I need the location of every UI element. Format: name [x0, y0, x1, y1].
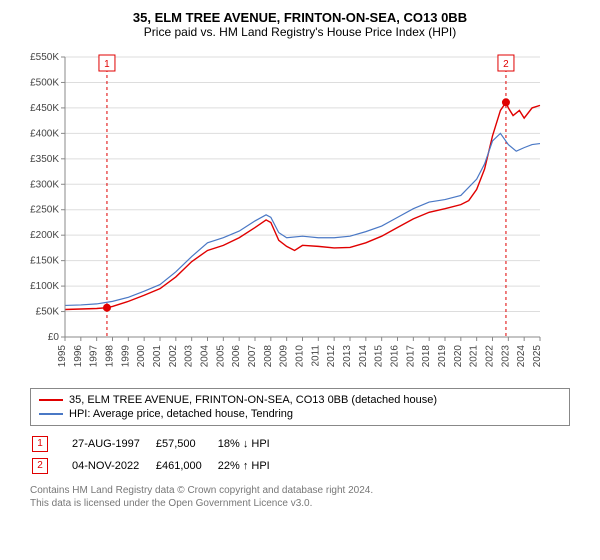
- svg-text:£50K: £50K: [36, 307, 60, 318]
- line-chart-svg: 1 2 £0 £50K £100K £150K £200K £250K £300K £350K £4…: [10, 47, 570, 382]
- svg-text:1997: 1997: [89, 345, 100, 368]
- svg-text:£350K: £350K: [30, 154, 59, 165]
- svg-text:2023: 2023: [500, 345, 511, 368]
- svg-text:£150K: £150K: [30, 256, 59, 267]
- marker-number-box: 2: [32, 458, 48, 474]
- svg-text:£250K: £250K: [30, 205, 59, 216]
- svg-text:2001: 2001: [152, 345, 163, 368]
- svg-text:1: 1: [104, 59, 110, 70]
- legend-item: 35, ELM TREE AVENUE, FRINTON-ON-SEA, CO1…: [39, 393, 561, 407]
- svg-text:2000: 2000: [136, 345, 147, 368]
- footer-line1: Contains HM Land Registry data © Crown c…: [30, 484, 570, 497]
- svg-text:1995: 1995: [57, 345, 68, 368]
- svg-text:2018: 2018: [421, 345, 432, 368]
- svg-text:2013: 2013: [342, 345, 353, 368]
- svg-text:2024: 2024: [516, 345, 527, 368]
- marker-number-box: 1: [32, 436, 48, 452]
- svg-text:2011: 2011: [310, 345, 321, 367]
- legend-item: HPI: Average price, detached house, Tend…: [39, 407, 561, 421]
- footer-attribution: Contains HM Land Registry data © Crown c…: [30, 484, 570, 510]
- table-row: 1 27-AUG-1997£57,50018% ↓ HPI: [32, 434, 284, 454]
- marker-price: £57,500: [156, 434, 216, 454]
- svg-text:2002: 2002: [168, 345, 179, 368]
- svg-text:2016: 2016: [390, 345, 401, 368]
- svg-text:2008: 2008: [263, 345, 274, 368]
- chart-subtitle: Price paid vs. HM Land Registry's House …: [10, 25, 590, 39]
- marker-delta: 22% ↑ HPI: [218, 456, 284, 476]
- svg-text:2021: 2021: [469, 345, 480, 368]
- legend: 35, ELM TREE AVENUE, FRINTON-ON-SEA, CO1…: [30, 388, 570, 426]
- svg-text:1999: 1999: [120, 345, 131, 368]
- svg-text:2: 2: [503, 59, 509, 70]
- svg-text:2005: 2005: [215, 345, 226, 368]
- svg-text:2025: 2025: [532, 345, 543, 368]
- chart-title: 35, ELM TREE AVENUE, FRINTON-ON-SEA, CO1…: [10, 10, 590, 25]
- chart-area: 1 2 £0 £50K £100K £150K £200K £250K £300K £350K £4…: [10, 47, 590, 382]
- svg-text:2020: 2020: [453, 345, 464, 368]
- svg-text:2012: 2012: [326, 345, 337, 368]
- svg-text:£300K: £300K: [30, 179, 59, 190]
- marker-date: 27-AUG-1997: [72, 434, 154, 454]
- svg-text:2004: 2004: [200, 345, 211, 368]
- svg-text:£550K: £550K: [30, 52, 59, 63]
- svg-text:2015: 2015: [374, 345, 385, 368]
- svg-text:2014: 2014: [358, 345, 369, 368]
- svg-text:2017: 2017: [405, 345, 416, 368]
- footer-line2: This data is licensed under the Open Gov…: [30, 497, 570, 510]
- svg-text:2009: 2009: [279, 345, 290, 368]
- marker-price: £461,000: [156, 456, 216, 476]
- svg-text:£500K: £500K: [30, 77, 59, 88]
- svg-text:2022: 2022: [485, 345, 496, 368]
- svg-text:2010: 2010: [295, 345, 306, 368]
- svg-text:1996: 1996: [73, 345, 84, 368]
- marker-delta: 18% ↓ HPI: [218, 434, 284, 454]
- marker-table: 1 27-AUG-1997£57,50018% ↓ HPI 2 04-NOV-2022…: [30, 432, 286, 478]
- legend-label: 35, ELM TREE AVENUE, FRINTON-ON-SEA, CO1…: [69, 394, 437, 406]
- svg-text:2006: 2006: [231, 345, 242, 368]
- svg-text:£400K: £400K: [30, 128, 59, 139]
- svg-text:£200K: £200K: [30, 230, 59, 241]
- svg-text:£450K: £450K: [30, 103, 59, 114]
- svg-text:1998: 1998: [105, 345, 116, 368]
- table-row: 2 04-NOV-2022£461,00022% ↑ HPI: [32, 456, 284, 476]
- legend-label: HPI: Average price, detached house, Tend…: [69, 408, 293, 420]
- svg-text:2007: 2007: [247, 345, 258, 368]
- svg-text:2003: 2003: [184, 345, 195, 368]
- legend-swatch: [39, 399, 63, 401]
- legend-swatch: [39, 413, 63, 415]
- svg-text:£100K: £100K: [30, 281, 59, 292]
- svg-text:£0: £0: [48, 332, 60, 343]
- marker-date: 04-NOV-2022: [72, 456, 154, 476]
- svg-text:2019: 2019: [437, 345, 448, 368]
